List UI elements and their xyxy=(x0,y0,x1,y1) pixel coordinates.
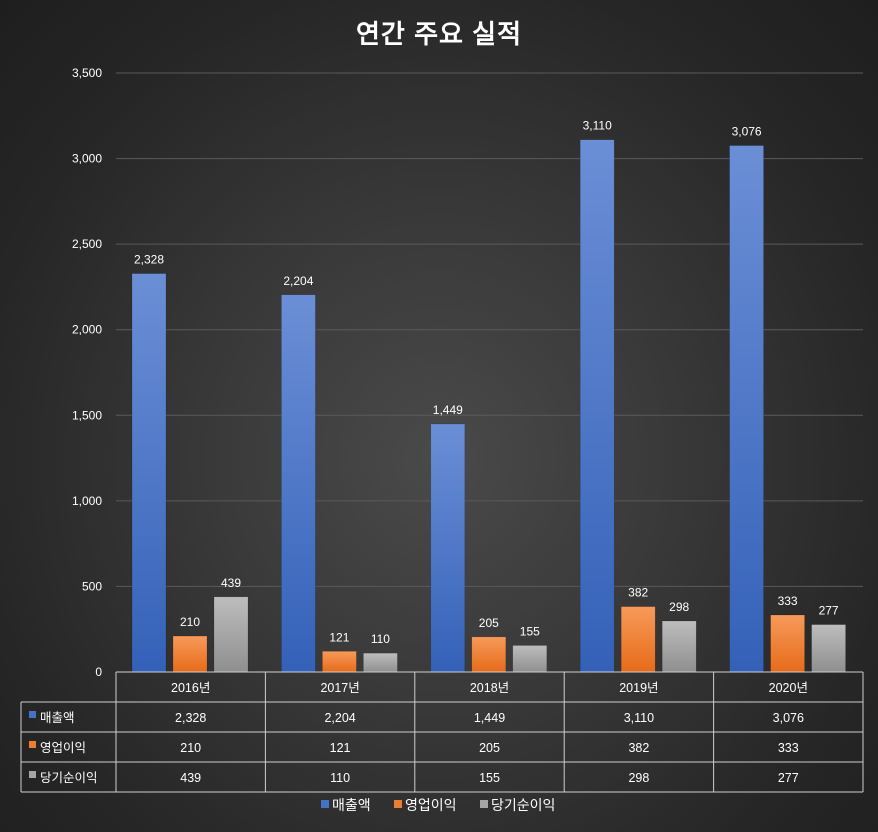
bar-sales[interactable] xyxy=(579,139,615,673)
table-header-cell: 2019년 xyxy=(619,681,658,695)
bar-operating-profit[interactable] xyxy=(620,606,656,673)
bar-operating-profit[interactable] xyxy=(471,636,507,673)
table-cell: 121 xyxy=(330,741,351,755)
table-header-cell: 2018년 xyxy=(470,681,509,695)
data-label: 121 xyxy=(329,630,349,644)
table-cell: 3,110 xyxy=(624,711,654,725)
bar-operating-profit[interactable] xyxy=(322,651,357,673)
table-cell: 1,449 xyxy=(474,711,505,725)
y-tick-label: 3,000 xyxy=(72,152,102,166)
table-cell: 2,328 xyxy=(175,711,206,725)
bar-net-income[interactable] xyxy=(213,596,249,673)
data-label: 2,328 xyxy=(134,253,164,267)
table-cell: 382 xyxy=(628,741,649,755)
table-cell: 333 xyxy=(778,741,799,755)
bar-operating-profit[interactable] xyxy=(770,614,805,673)
y-tick-label: 2,000 xyxy=(72,323,102,337)
bar-sales[interactable] xyxy=(281,294,316,673)
table-cell: 439 xyxy=(180,771,201,785)
bar-operating-profit[interactable] xyxy=(172,635,208,673)
bar-net-income[interactable] xyxy=(811,624,846,673)
table-header-cell: 2017년 xyxy=(320,681,359,695)
data-label: 298 xyxy=(669,600,689,614)
table-cell: 210 xyxy=(180,741,201,755)
data-label: 3,110 xyxy=(583,119,612,133)
data-label: 2,204 xyxy=(283,274,313,288)
legend-item: 영업이익 xyxy=(405,797,457,813)
bar-sales[interactable] xyxy=(131,273,167,673)
data-label: 277 xyxy=(819,604,839,618)
data-label: 205 xyxy=(479,616,499,630)
table-cell: 110 xyxy=(330,771,350,785)
table-header-cell: 2016년 xyxy=(171,681,210,695)
legend-swatch xyxy=(480,800,488,808)
bar-sales[interactable] xyxy=(430,423,466,673)
legend-key-net-income xyxy=(29,771,36,778)
data-label: 1,449 xyxy=(433,403,463,417)
data-label: 110 xyxy=(371,632,390,646)
table-row-label: 매출액 xyxy=(40,711,75,725)
table-row-label: 영업이익 xyxy=(40,741,86,755)
legend-swatch xyxy=(394,800,402,808)
legend-item: 매출액 xyxy=(332,797,371,813)
table-cell: 155 xyxy=(479,771,500,785)
legend-swatch xyxy=(321,800,329,808)
data-label: 155 xyxy=(520,624,540,638)
legend-key-operating-profit xyxy=(29,741,36,748)
table-cell: 205 xyxy=(479,741,500,755)
y-tick-label: 1,500 xyxy=(72,408,102,422)
data-label: 333 xyxy=(778,594,798,608)
table-cell: 3,076 xyxy=(773,711,804,725)
legend-key-sales xyxy=(29,711,36,718)
table-header-cell: 2020년 xyxy=(769,681,808,695)
bar-net-income[interactable] xyxy=(661,620,697,673)
chart-title: 연간 주요 실적 xyxy=(356,19,522,49)
table-cell: 2,204 xyxy=(324,711,355,725)
data-label: 382 xyxy=(628,586,648,600)
data-label: 439 xyxy=(221,576,241,590)
legend-item: 당기순이익 xyxy=(491,797,555,813)
table-cell: 277 xyxy=(778,771,799,785)
y-tick-label: 500 xyxy=(82,579,102,593)
bar-net-income[interactable] xyxy=(363,652,398,673)
bar-sales[interactable] xyxy=(729,145,764,673)
y-tick-label: 0 xyxy=(95,665,102,679)
table-row-label: 당기순이익 xyxy=(40,771,98,785)
y-tick-label: 1,000 xyxy=(72,494,102,508)
data-label: 3,076 xyxy=(732,125,762,139)
table-cell: 298 xyxy=(628,771,649,785)
y-tick-label: 2,500 xyxy=(72,237,102,251)
bar-net-income[interactable] xyxy=(512,645,548,673)
y-tick-label: 3,500 xyxy=(72,66,102,80)
data-label: 210 xyxy=(180,615,200,629)
